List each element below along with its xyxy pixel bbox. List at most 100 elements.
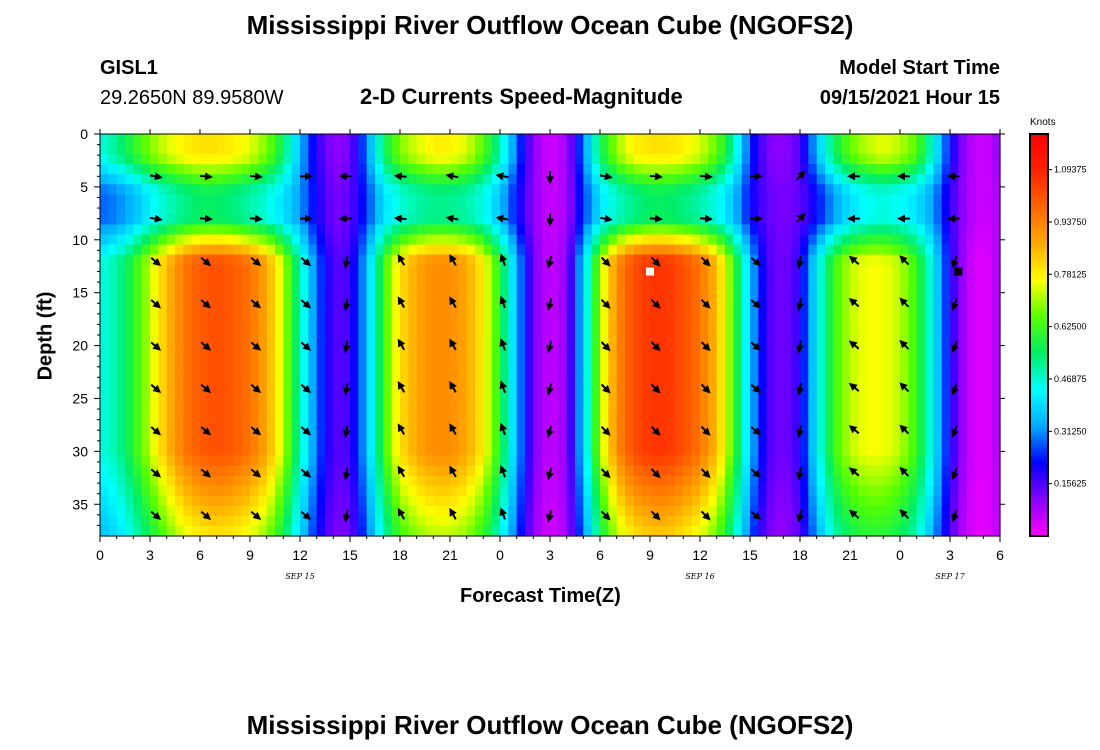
heatmap-cell <box>300 435 309 447</box>
heatmap-cell <box>183 144 193 155</box>
heatmap-cell <box>591 244 601 256</box>
heatmap-cell <box>900 375 909 386</box>
heatmap-cell <box>283 174 293 185</box>
heatmap-cell <box>866 385 876 396</box>
heatmap-cell <box>716 244 726 256</box>
heatmap-cell <box>941 475 951 487</box>
heatmap-cell <box>633 495 643 507</box>
heatmap-cell <box>516 395 526 406</box>
heatmap-cell <box>166 144 176 155</box>
heatmap-cell <box>391 445 401 457</box>
heatmap-cell <box>233 254 243 266</box>
heatmap-cell <box>325 264 334 276</box>
heatmap-cell <box>766 395 776 406</box>
heatmap-cell <box>725 234 734 246</box>
heatmap-cell <box>383 154 393 165</box>
heatmap-cell <box>975 294 984 306</box>
heatmap-cell <box>550 134 559 145</box>
heatmap-cell <box>916 375 926 386</box>
heatmap-cell <box>375 144 384 155</box>
heatmap-cell <box>600 405 609 416</box>
heatmap-cell <box>150 515 159 527</box>
heatmap-cell <box>216 465 226 477</box>
heatmap-cell <box>616 435 626 447</box>
current-vector-arrow <box>150 383 162 394</box>
heatmap-cell <box>716 475 726 487</box>
heatmap-cell <box>908 164 918 175</box>
heatmap-cell <box>466 395 476 406</box>
heatmap-cell <box>733 234 743 246</box>
heatmap-cell <box>108 234 118 246</box>
heatmap-cell <box>241 274 251 286</box>
heatmap-cell <box>233 314 243 326</box>
heatmap-cell <box>558 154 568 165</box>
heatmap-cell <box>325 395 334 406</box>
heatmap-cell <box>425 475 434 487</box>
heatmap-cell <box>208 415 218 427</box>
heatmap-cell <box>533 455 543 467</box>
heatmap-cell <box>466 505 476 517</box>
heatmap-cell <box>416 485 426 497</box>
heatmap-cell <box>183 164 193 175</box>
heatmap-cell <box>408 164 418 175</box>
heatmap-cell <box>600 505 609 517</box>
heatmap-cell <box>841 284 851 296</box>
heatmap-cell <box>416 184 426 195</box>
heatmap-cell <box>566 345 576 356</box>
heatmap-cell <box>866 324 876 336</box>
heatmap-cell <box>950 475 959 487</box>
heatmap-cell <box>341 435 351 447</box>
heatmap-cell <box>441 335 451 346</box>
heatmap-cell <box>800 254 809 266</box>
heatmap-cell <box>433 324 443 336</box>
x-tick-label: 18 <box>792 547 808 563</box>
heatmap-cell <box>275 375 284 386</box>
heatmap-cell <box>558 505 568 517</box>
heatmap-cell <box>950 355 959 366</box>
current-vector-arrow <box>445 214 459 223</box>
heatmap-cell <box>483 304 493 316</box>
heatmap-cell <box>508 154 518 165</box>
heatmap-cell <box>716 335 726 346</box>
heatmap-cell <box>216 194 226 205</box>
heatmap-cell <box>891 264 901 276</box>
heatmap-cell <box>191 244 201 256</box>
heatmap-cell <box>200 164 209 175</box>
heatmap-cell <box>300 395 309 406</box>
x-tick-label: 0 <box>496 547 504 563</box>
heatmap-cell <box>491 214 501 226</box>
heatmap-cell <box>116 224 126 236</box>
heatmap-cell <box>366 355 376 366</box>
heatmap-cell <box>558 415 568 427</box>
heatmap-cell <box>850 214 859 226</box>
current-vector-arrow <box>750 341 762 351</box>
heatmap-cell <box>558 425 568 437</box>
heatmap-cell <box>366 515 376 527</box>
heatmap-cell <box>375 495 384 507</box>
heatmap-cell <box>366 455 376 467</box>
heatmap-cell <box>900 405 909 416</box>
heatmap-cell <box>991 304 1001 316</box>
heatmap-cell <box>558 475 568 487</box>
heatmap-cell <box>575 164 584 175</box>
heatmap-cell <box>850 365 859 376</box>
heatmap-cell <box>708 304 718 316</box>
heatmap-cell <box>625 385 634 396</box>
heatmap-cell <box>808 184 818 195</box>
heatmap-cell <box>716 355 726 366</box>
heatmap-cell <box>116 415 126 427</box>
heatmap-cell <box>566 234 576 246</box>
heatmap-cell <box>500 174 509 185</box>
heatmap-cell <box>350 144 359 155</box>
heatmap-cell <box>591 184 601 195</box>
heatmap-cell <box>983 345 993 356</box>
heatmap-cell <box>733 304 743 316</box>
heatmap-cell <box>108 134 118 145</box>
heatmap-cell <box>750 164 759 175</box>
heatmap-cell <box>416 164 426 175</box>
heatmap-cell <box>575 244 584 256</box>
heatmap-cell <box>958 365 968 376</box>
heatmap-cell <box>291 254 301 266</box>
heatmap-cell <box>283 425 293 437</box>
heatmap-cell <box>266 234 276 246</box>
